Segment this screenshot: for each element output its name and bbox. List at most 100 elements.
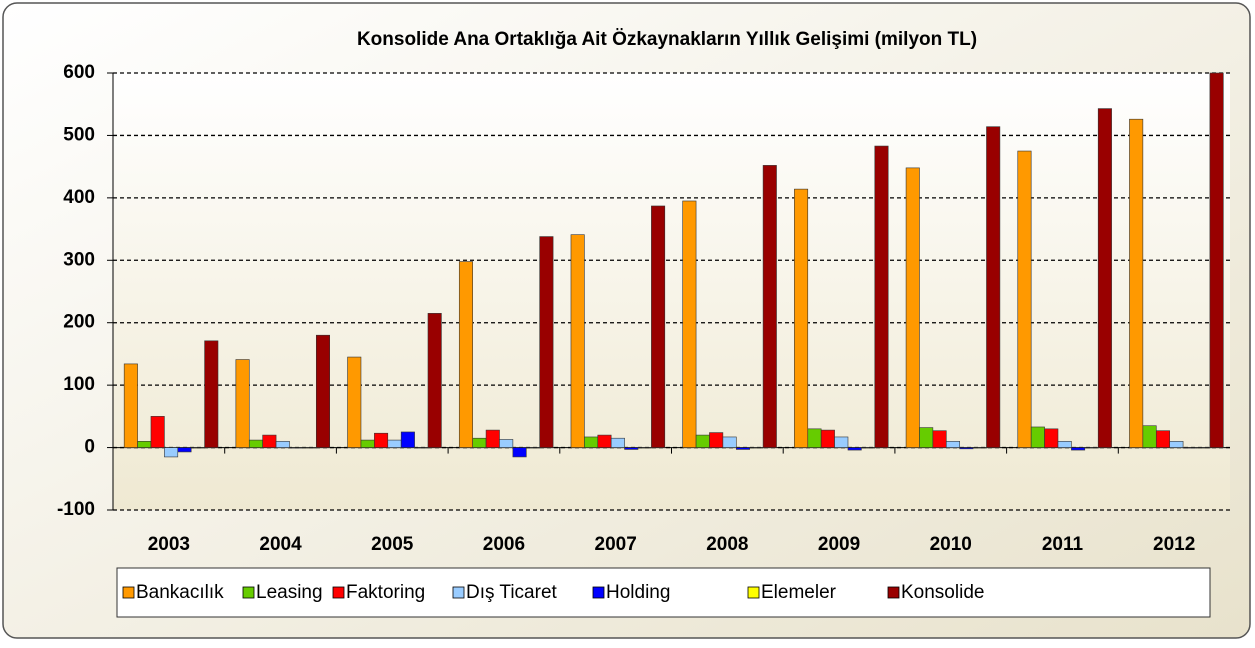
legend-swatch — [122, 586, 135, 599]
bar — [1142, 425, 1157, 448]
legend-box — [116, 567, 1211, 618]
y-tick-label: 100 — [63, 374, 95, 395]
bar — [735, 447, 750, 450]
bar — [374, 432, 389, 448]
legend-label: Konsolide — [901, 582, 984, 603]
bar — [1017, 150, 1032, 448]
bar — [1196, 447, 1211, 449]
y-tick-label: 500 — [63, 124, 95, 145]
bar — [204, 340, 219, 448]
bar — [905, 167, 920, 448]
bar — [919, 427, 934, 448]
x-tick-label: 2005 — [371, 534, 414, 555]
bar — [874, 145, 889, 448]
y-tick-label: 400 — [63, 187, 95, 208]
y-tick-label: 300 — [63, 249, 95, 270]
bar — [972, 447, 987, 449]
bar — [986, 126, 1001, 448]
bar — [164, 447, 179, 458]
bar — [1155, 430, 1170, 448]
legend-label: Dış Ticaret — [466, 582, 558, 603]
bar — [722, 436, 737, 448]
bar — [137, 441, 152, 448]
bar — [190, 447, 205, 449]
bar — [427, 313, 442, 448]
bar — [1169, 441, 1184, 448]
y-tick-label: -100 — [57, 499, 95, 520]
bar — [610, 437, 625, 448]
bar — [302, 447, 317, 449]
y-tick-label: 600 — [63, 62, 95, 83]
x-tick-label: 2008 — [706, 534, 748, 555]
bar — [570, 234, 585, 448]
bar — [275, 441, 290, 448]
bar — [360, 439, 375, 448]
bar — [932, 430, 947, 448]
x-tick-label: 2006 — [483, 534, 525, 555]
x-tick-label: 2010 — [930, 534, 972, 555]
bar — [624, 447, 639, 450]
bar — [861, 447, 876, 449]
x-tick-label: 2007 — [595, 534, 637, 555]
legend-swatch — [452, 586, 465, 599]
y-tick-label: 0 — [84, 437, 95, 458]
bar — [458, 261, 473, 448]
x-tick-label: 2004 — [259, 534, 302, 555]
bar — [945, 441, 960, 448]
bar — [597, 434, 612, 448]
bar — [512, 447, 527, 458]
bar — [834, 436, 849, 448]
bar — [177, 447, 192, 453]
bar — [1209, 72, 1224, 448]
chart-title: Konsolide Ana Ortaklığa Ait Özkaynakları… — [357, 29, 977, 50]
bar — [1182, 447, 1197, 449]
x-tick-label: 2012 — [1153, 534, 1195, 555]
bar — [709, 432, 724, 448]
bar — [695, 434, 710, 448]
bar — [315, 334, 330, 448]
legend-label: Holding — [606, 582, 670, 603]
x-tick-label: 2003 — [148, 534, 190, 555]
legend-swatch — [887, 586, 900, 599]
bar — [387, 439, 402, 448]
bar — [1071, 447, 1086, 451]
bar — [807, 428, 822, 448]
bar — [499, 439, 514, 448]
bar — [289, 447, 304, 449]
bar — [820, 429, 835, 448]
bar — [637, 447, 652, 449]
bar — [525, 447, 540, 449]
bar — [651, 205, 666, 448]
bar — [847, 447, 862, 451]
bar — [749, 447, 764, 449]
bar — [414, 447, 429, 449]
bar — [682, 200, 697, 448]
bar — [347, 356, 362, 448]
bar — [123, 363, 138, 448]
legend-label: Leasing — [256, 582, 323, 603]
bar — [485, 429, 500, 448]
bar — [539, 236, 554, 448]
bar — [584, 436, 599, 448]
x-tick-label: 2009 — [818, 534, 860, 555]
bar — [1129, 118, 1144, 448]
legend-swatch — [332, 586, 345, 599]
bar — [400, 431, 415, 448]
legend-label: Bankacılık — [136, 582, 224, 603]
bar — [762, 165, 777, 448]
legend-label: Faktoring — [346, 582, 425, 603]
bar — [1030, 426, 1045, 448]
bar — [472, 437, 487, 448]
legend-swatch — [242, 586, 255, 599]
bar — [1057, 441, 1072, 448]
x-tick-label: 2011 — [1042, 534, 1084, 555]
bar — [1044, 428, 1059, 448]
y-tick-label: 200 — [63, 312, 95, 333]
bar — [235, 359, 250, 448]
bar — [1084, 447, 1099, 449]
legend-swatch — [592, 586, 605, 599]
bar — [959, 447, 974, 450]
bar — [150, 416, 165, 448]
legend-swatch — [747, 586, 760, 599]
